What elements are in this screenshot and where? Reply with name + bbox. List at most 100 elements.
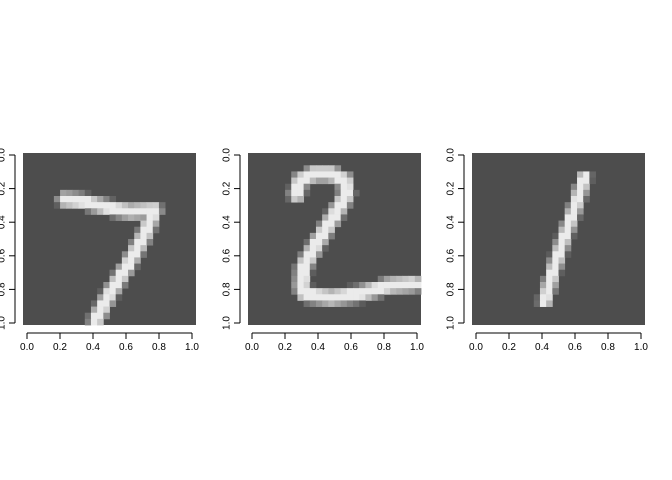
heatmap-cell bbox=[583, 177, 590, 185]
heatmap-cell bbox=[539, 300, 547, 307]
heatmap-cell bbox=[134, 245, 141, 252]
y-tick-label: 0.2 bbox=[446, 181, 457, 195]
heatmap-cell bbox=[297, 288, 305, 295]
y-tick-label: 0.8 bbox=[446, 282, 457, 296]
heatmap-cell bbox=[134, 239, 141, 246]
heatmap-cell bbox=[90, 208, 98, 215]
heatmap-cell bbox=[570, 183, 578, 191]
heatmap-cell bbox=[328, 177, 335, 185]
heatmap-cell bbox=[158, 208, 166, 215]
heatmap-cell bbox=[353, 189, 360, 197]
heatmap-cell bbox=[140, 226, 147, 234]
heatmap-cell bbox=[558, 251, 566, 258]
heatmap-cell bbox=[322, 294, 329, 301]
heatmap-cell bbox=[377, 294, 385, 301]
heatmap-cell bbox=[53, 196, 61, 203]
heatmap-cell bbox=[546, 263, 553, 271]
y-tick-label: 0.6 bbox=[446, 248, 457, 262]
heatmap-cell bbox=[570, 208, 578, 215]
heatmap-cell bbox=[322, 232, 329, 240]
heatmap-cell bbox=[570, 189, 578, 197]
y-tick-label: 0.6 bbox=[222, 248, 233, 262]
heatmap-cell bbox=[97, 288, 104, 295]
heatmap-cell bbox=[340, 183, 348, 191]
heatmap-cell bbox=[103, 312, 110, 320]
y-tick-label: 0.0 bbox=[222, 148, 233, 162]
heatmap-cell bbox=[315, 245, 323, 252]
heatmap-cell bbox=[309, 177, 317, 185]
x-tick-label: 0.4 bbox=[535, 342, 549, 353]
heatmap-cell bbox=[109, 202, 117, 209]
heatmap-cell bbox=[97, 318, 104, 326]
heatmap-cell bbox=[140, 214, 147, 221]
heatmap-cell bbox=[134, 214, 141, 221]
heatmap-cells bbox=[533, 171, 596, 307]
heatmap-cell bbox=[134, 263, 141, 271]
heatmap-cell bbox=[552, 251, 559, 258]
y-tick-label: 0.4 bbox=[446, 215, 457, 229]
heatmap-cell bbox=[328, 288, 335, 295]
heatmap-cell bbox=[303, 251, 311, 258]
heatmap-cell bbox=[140, 251, 147, 258]
heatmap-cell bbox=[340, 189, 348, 197]
heatmap-cell bbox=[340, 202, 348, 209]
heatmap-cell bbox=[128, 245, 135, 252]
heatmap-cell bbox=[115, 269, 123, 277]
heatmap-cell bbox=[297, 275, 305, 283]
heatmap-cell bbox=[309, 251, 317, 258]
heatmap-cell bbox=[60, 196, 67, 203]
heatmap-cell bbox=[577, 196, 584, 203]
heatmap-cell bbox=[328, 226, 335, 234]
heatmap-cell bbox=[359, 288, 366, 295]
heatmap-cell bbox=[303, 177, 311, 185]
heatmap-cell bbox=[396, 282, 403, 289]
heatmap-cell bbox=[121, 275, 129, 283]
heatmap-cell bbox=[309, 269, 317, 277]
heatmap-cell bbox=[121, 282, 129, 289]
heatmap-cell bbox=[546, 251, 553, 258]
heatmap-cell bbox=[128, 257, 135, 264]
heatmap-cell bbox=[309, 294, 317, 301]
heatmap-cell bbox=[140, 239, 147, 246]
y-axis: 0.0 0.2 0.4 0.6 0.8 1.0 bbox=[222, 148, 241, 330]
heatmap-cell bbox=[315, 288, 323, 295]
heatmap-cell bbox=[297, 294, 305, 301]
heatmap-cell bbox=[570, 232, 578, 240]
heatmap-cell bbox=[309, 232, 317, 240]
heatmap-cell bbox=[297, 177, 305, 185]
heatmap-cell bbox=[322, 220, 329, 228]
heatmap-cell bbox=[140, 245, 147, 252]
heatmap-cell bbox=[297, 269, 305, 277]
heatmap-cell bbox=[285, 196, 292, 203]
heatmap-cell bbox=[328, 300, 335, 307]
heatmap-cell bbox=[152, 214, 160, 221]
heatmap-cell bbox=[134, 232, 141, 240]
heatmap-cell bbox=[109, 282, 117, 289]
heatmap-cell bbox=[383, 288, 391, 295]
heatmap-cell bbox=[577, 208, 584, 215]
y-tick-label: 0.4 bbox=[222, 215, 233, 229]
heatmap-cell bbox=[90, 306, 98, 314]
heatmap-cell bbox=[297, 189, 305, 197]
heatmap-cell bbox=[309, 171, 317, 178]
heatmap-cell bbox=[291, 275, 298, 283]
heatmap-cell bbox=[583, 171, 590, 178]
heatmap-cell bbox=[109, 288, 117, 295]
heatmap-cell bbox=[322, 165, 329, 172]
heatmap-cell bbox=[340, 196, 348, 203]
heatmap-cell bbox=[152, 226, 160, 234]
heatmap-cell bbox=[84, 196, 92, 203]
heatmap-cell bbox=[103, 208, 110, 215]
heatmap-cell bbox=[115, 282, 123, 289]
heatmap-cell bbox=[558, 226, 566, 234]
heatmap-cell bbox=[109, 208, 117, 215]
heatmap-cell bbox=[334, 196, 342, 203]
heatmap-cell bbox=[84, 312, 92, 320]
heatmap-cell bbox=[78, 189, 86, 197]
heatmap-cell bbox=[315, 165, 323, 172]
heatmap-cell bbox=[552, 275, 559, 283]
heatmap-cell bbox=[359, 300, 366, 307]
heatmap-cell bbox=[297, 196, 305, 203]
heatmap-cell bbox=[340, 300, 348, 307]
heatmap-cell bbox=[322, 288, 329, 295]
